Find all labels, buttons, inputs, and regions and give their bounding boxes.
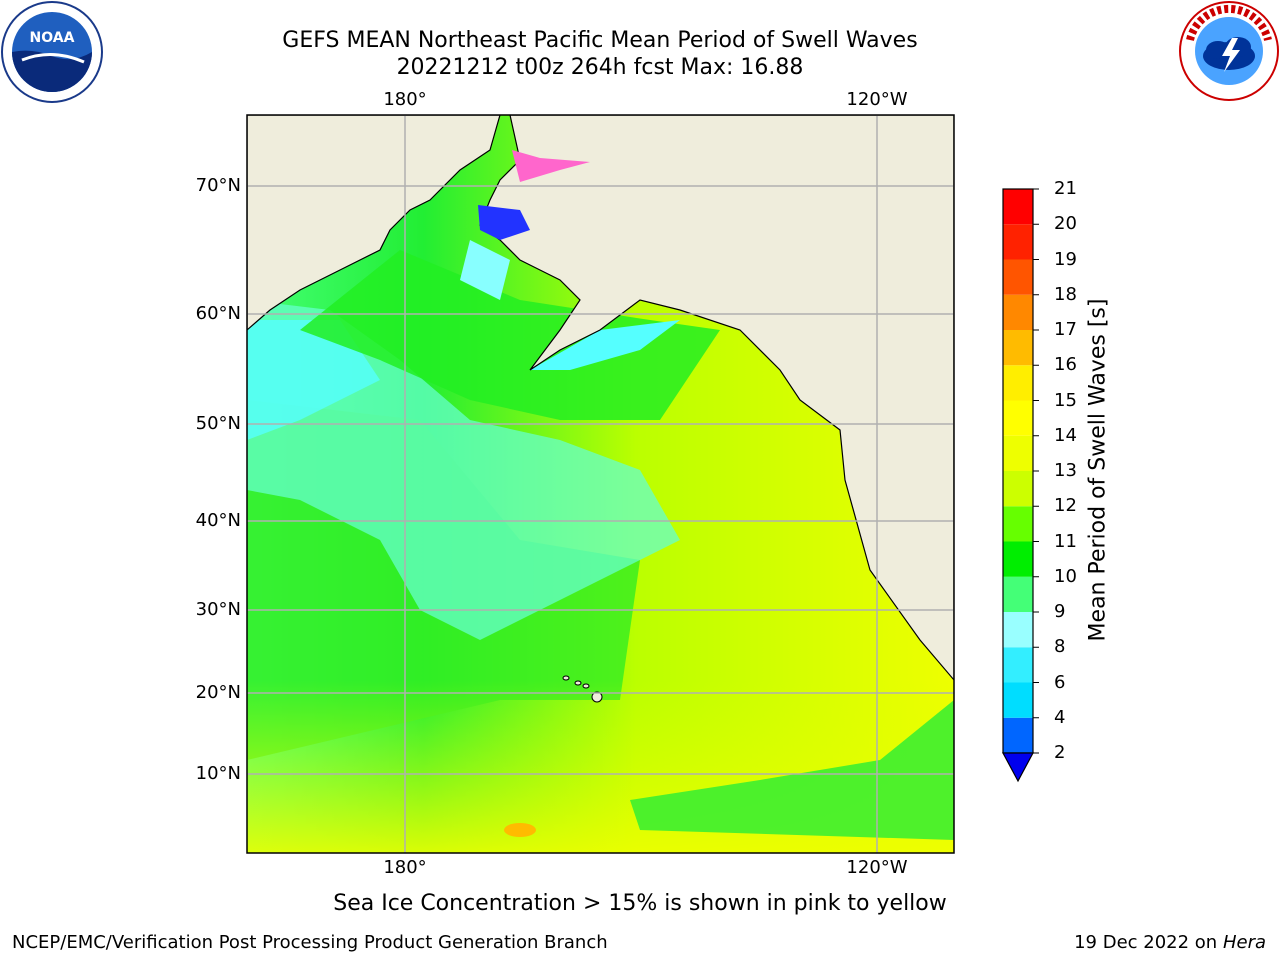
colorbar-segment — [1003, 435, 1033, 471]
colorbar-tick-label: 6 — [1054, 671, 1066, 693]
lat-tick-30n: 30°N — [195, 599, 241, 620]
lat-tick-10n: 10°N — [195, 763, 241, 784]
colorbar-tick-label: 13 — [1054, 460, 1077, 481]
host-name: Hera — [1222, 932, 1266, 953]
colorbar-tick-label: 12 — [1054, 495, 1077, 517]
colorbar-tick-label: 4 — [1054, 706, 1066, 728]
colorbar-tick-label: 9 — [1054, 601, 1066, 622]
noaa-logo: NOAA — [1, 1, 103, 103]
colorbar-tick-label: 19 — [1054, 248, 1077, 270]
svg-text:NOAA: NOAA — [30, 30, 75, 46]
colorbar-segment — [1003, 647, 1033, 683]
colorbar-label: Mean Period of Swell Waves [s] — [1085, 298, 1111, 642]
lon-tick-top-180: 180° — [383, 89, 427, 110]
colorbar-segment — [1003, 330, 1033, 366]
lon-tick-bottom-120w: 120°W — [846, 857, 908, 878]
credit-text: NCEP/EMC/Verification Post Processing Pr… — [12, 932, 608, 953]
colorbar-segment — [1003, 612, 1033, 648]
map-frame — [246, 114, 955, 854]
map-subtitle: 20221212 t00z 264h fcst Max: 16.88 — [396, 55, 804, 80]
nws-logo — [1179, 1, 1279, 101]
colorbar-tick-label: 11 — [1054, 530, 1077, 552]
lat-tick-60n: 60°N — [195, 303, 241, 324]
colorbar-tick-label: 16 — [1054, 354, 1077, 376]
lon-tick-bottom-180: 180° — [383, 857, 427, 878]
colorbar-segment — [1003, 294, 1033, 330]
lon-tick-top-120w: 120°W — [846, 89, 908, 110]
colorbar-tick-label: 2 — [1054, 742, 1066, 763]
colorbar-segment — [1003, 471, 1033, 507]
colorbar-tick-label: 18 — [1054, 283, 1077, 305]
asia-land — [247, 115, 501, 331]
sea-ice-note: Sea Ice Concentration > 15% is shown in … — [333, 891, 947, 916]
lat-tick-20n: 20°N — [195, 682, 241, 703]
date-stamp: 19 Dec 2022 on Hera — [1074, 932, 1266, 953]
lat-tick-70n: 70°N — [195, 175, 241, 196]
colorbar-segment — [1003, 541, 1033, 577]
colorbar-tick-label: 17 — [1054, 319, 1077, 340]
lat-tick-40n: 40°N — [195, 510, 241, 531]
map-gridlines — [247, 115, 954, 853]
colorbar-segment — [1003, 189, 1033, 225]
colorbar — [1002, 188, 1039, 754]
lat-tick-50n: 50°N — [195, 413, 241, 434]
colorbar-tick-label: 14 — [1054, 424, 1077, 446]
colorbar-tick-label: 21 — [1054, 178, 1077, 199]
colorbar-extend-triangle — [1001, 752, 1035, 783]
colorbar-segment — [1003, 506, 1033, 542]
colorbar-tick-label: 15 — [1054, 389, 1077, 411]
colorbar-segment — [1003, 259, 1033, 295]
colorbar-segment — [1003, 365, 1033, 401]
colorbar-segment — [1003, 682, 1033, 718]
colorbar-segment — [1003, 717, 1033, 753]
colorbar-tick-label: 8 — [1054, 636, 1066, 658]
colorbar-tick-label: 20 — [1054, 213, 1077, 235]
colorbar-segment — [1003, 576, 1033, 612]
hawaii-islands — [562, 675, 603, 703]
colorbar-tick-label: 10 — [1054, 565, 1077, 587]
date-text: 19 Dec 2022 on — [1074, 932, 1218, 953]
colorbar-segment — [1003, 224, 1033, 260]
map-title: GEFS MEAN Northeast Pacific Mean Period … — [282, 28, 918, 53]
colorbar-segment — [1003, 400, 1033, 436]
